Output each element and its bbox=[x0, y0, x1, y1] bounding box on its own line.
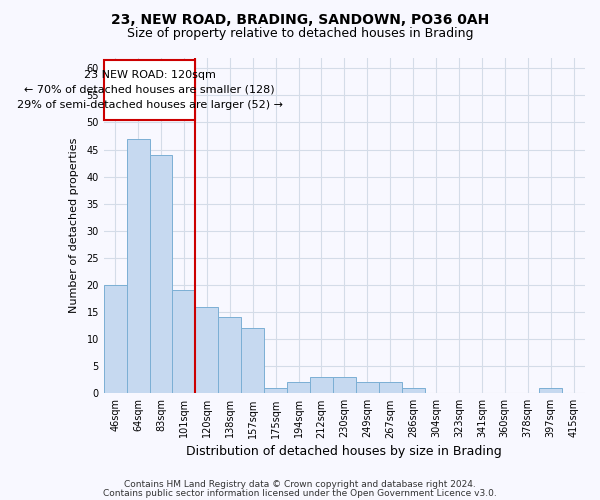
Text: Contains public sector information licensed under the Open Government Licence v3: Contains public sector information licen… bbox=[103, 489, 497, 498]
X-axis label: Distribution of detached houses by size in Brading: Distribution of detached houses by size … bbox=[187, 444, 502, 458]
Text: ← 70% of detached houses are smaller (128): ← 70% of detached houses are smaller (12… bbox=[24, 85, 275, 95]
Bar bbox=[172, 290, 196, 394]
Text: 23, NEW ROAD, BRADING, SANDOWN, PO36 0AH: 23, NEW ROAD, BRADING, SANDOWN, PO36 0AH bbox=[111, 12, 489, 26]
Bar bbox=[127, 138, 149, 394]
Text: Size of property relative to detached houses in Brading: Size of property relative to detached ho… bbox=[127, 28, 473, 40]
Bar bbox=[104, 60, 196, 120]
Text: Contains HM Land Registry data © Crown copyright and database right 2024.: Contains HM Land Registry data © Crown c… bbox=[124, 480, 476, 489]
Bar bbox=[310, 377, 333, 394]
Bar bbox=[401, 388, 425, 394]
Bar bbox=[379, 382, 401, 394]
Bar bbox=[356, 382, 379, 394]
Bar bbox=[333, 377, 356, 394]
Bar bbox=[149, 155, 172, 394]
Y-axis label: Number of detached properties: Number of detached properties bbox=[70, 138, 79, 313]
Text: 23 NEW ROAD: 120sqm: 23 NEW ROAD: 120sqm bbox=[83, 70, 215, 80]
Bar bbox=[104, 285, 127, 394]
Bar bbox=[218, 318, 241, 394]
Bar bbox=[264, 388, 287, 394]
Bar bbox=[287, 382, 310, 394]
Text: 29% of semi-detached houses are larger (52) →: 29% of semi-detached houses are larger (… bbox=[17, 100, 283, 110]
Bar bbox=[539, 388, 562, 394]
Bar bbox=[196, 306, 218, 394]
Bar bbox=[241, 328, 264, 394]
